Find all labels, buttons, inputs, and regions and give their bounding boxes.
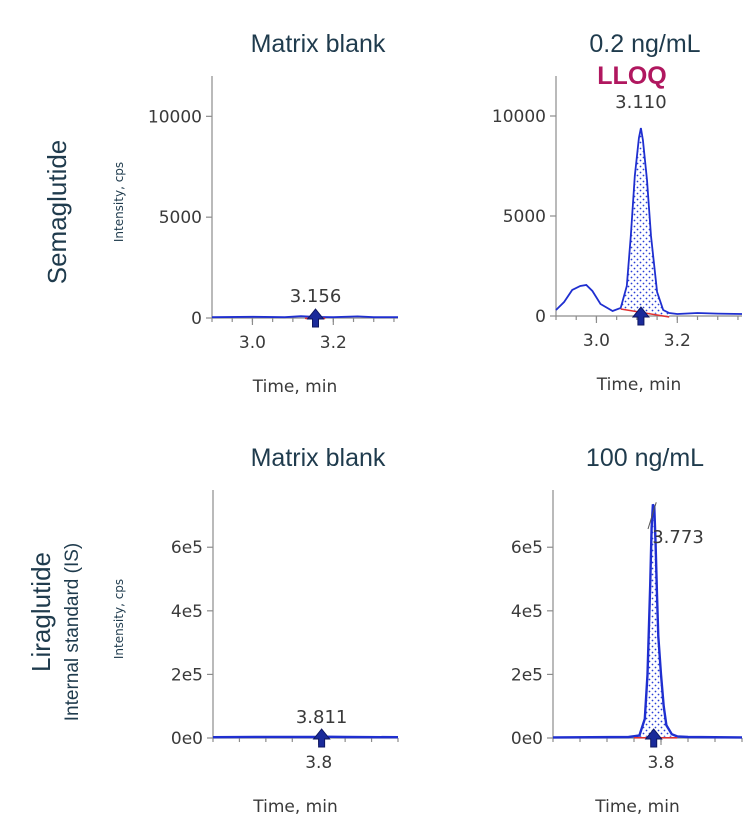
peak-retention-label: 3.811 (296, 707, 348, 728)
retention-arrow-marker (631, 306, 650, 326)
panel-title: Matrix blank (251, 30, 386, 58)
y-tick-label: 0e0 (171, 729, 203, 749)
peak-retention-label: 3.773 (652, 527, 704, 548)
y-tick-label: 5000 (159, 208, 202, 228)
x-tick-label: 3.8 (305, 753, 332, 773)
retention-arrow-marker (306, 308, 325, 328)
x-axis-label: Time, min (596, 375, 681, 395)
row-sublabel-internal-standard: Internal standard (IS) (62, 543, 83, 721)
retention-arrow-marker (312, 728, 331, 748)
retention-arrow-marker (644, 728, 663, 748)
chromatogram-trace (552, 503, 743, 739)
panel-title: Matrix blank (251, 444, 386, 472)
y-tick-label: 2e5 (171, 665, 203, 685)
x-tick-label: 3.8 (647, 753, 674, 773)
chromatogram-trace (211, 315, 398, 319)
peak-retention-label: 3.156 (290, 286, 342, 307)
y-axis-label: Intensity, cps (112, 579, 126, 659)
row-label-semaglutide: Semaglutide (42, 140, 72, 285)
y-tick-label: 0e0 (511, 729, 543, 749)
x-axis-label: Time, min (252, 797, 337, 817)
row-label-liraglutide: Liraglutide (26, 552, 56, 672)
peak-area-fill (620, 128, 670, 316)
lloq-annotation: LLOQ (597, 62, 666, 90)
x-axis-label: Time, min (252, 377, 337, 397)
chromatogram-trace (212, 735, 399, 739)
peak-label-leader (647, 502, 657, 530)
y-tick-label: 10000 (148, 107, 202, 127)
panel-title: 100 ng/mL (586, 444, 704, 472)
y-tick-label: 5000 (503, 207, 546, 227)
x-tick-label: 3.0 (239, 333, 266, 353)
panel-liraglutide-100: 100 ng/mL 0e0 2e5 4e5 6e5 3.8 Time, min 3.773 (511, 444, 743, 817)
x-tick-label: 3.2 (664, 331, 691, 351)
y-tick-label: 0 (535, 307, 546, 327)
y-tick-label: 10000 (492, 107, 546, 127)
y-tick-label: 4e5 (171, 602, 203, 622)
peak-retention-label: 3.110 (615, 92, 667, 113)
y-tick-label: 4e5 (511, 602, 543, 622)
y-tick-label: 6e5 (171, 538, 203, 558)
y-tick-label: 6e5 (511, 538, 543, 558)
peak-area-fill (634, 504, 678, 737)
panel-semaglutide-blank: Matrix blank 0 5000 10000 3.0 3.2 Time, min Int… (112, 30, 398, 397)
x-tick-label: 3.0 (583, 331, 610, 351)
y-tick-label: 2e5 (511, 665, 543, 685)
panel-title: 0.2 ng/mL (589, 30, 700, 58)
panel-semaglutide-lloq: 0.2 ng/mL LLOQ 0 5000 10000 3.0 3.2 Time, min 3.… (492, 30, 743, 395)
y-tick-label: 0 (191, 309, 202, 329)
chromatogram-trace (555, 127, 743, 315)
x-tick-label: 3.2 (320, 333, 347, 353)
x-axis-label: Time, min (594, 797, 679, 817)
panel-liraglutide-blank: Matrix blank 0e0 2e5 4e5 6e5 3.8 Time, min Inte… (112, 444, 399, 817)
y-axis-label: Intensity, cps (112, 162, 126, 242)
